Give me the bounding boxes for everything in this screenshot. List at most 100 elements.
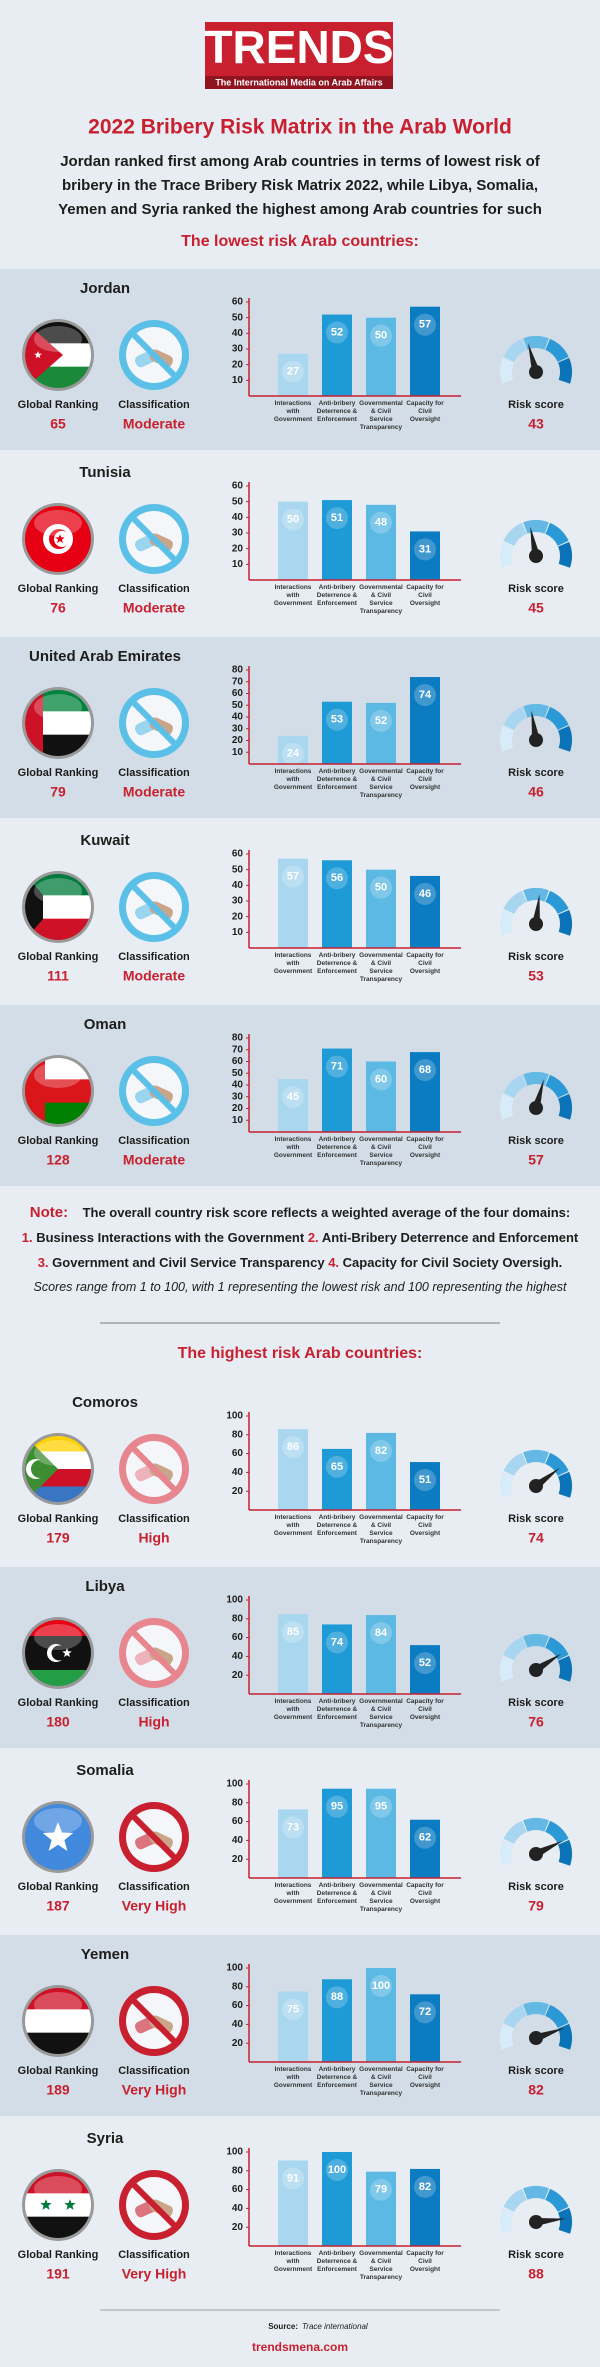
- x-tick-label: Governmental & Civil Service Transparenc…: [359, 584, 403, 615]
- y-tick-label: 30: [232, 528, 244, 539]
- y-tick-label: 80: [232, 665, 244, 676]
- y-tick-label: 10: [232, 747, 244, 758]
- bar: [410, 677, 440, 764]
- bar: [366, 702, 396, 764]
- item-number: 4.: [328, 1255, 340, 1270]
- gauge-segment: [503, 522, 527, 546]
- gauge-segment: [558, 357, 572, 384]
- label: Risk score: [508, 2249, 564, 2261]
- value-badge: [370, 709, 392, 732]
- gauge-segment: [500, 725, 514, 752]
- gauge-hub: [529, 2215, 543, 2229]
- flag-gloss: [34, 1808, 82, 1834]
- bar: [278, 1614, 308, 1694]
- y-tick-label: 100: [226, 1411, 243, 1422]
- value-label: 52: [419, 1657, 431, 1669]
- label: Risk score: [508, 1881, 564, 1893]
- risk-score: 45: [528, 600, 544, 616]
- flag-shape: [25, 690, 43, 756]
- value-label: 52: [331, 326, 343, 338]
- value-label: 45: [287, 1091, 299, 1103]
- bar: [322, 2152, 352, 2246]
- gauge-hub: [529, 1101, 543, 1115]
- flag: [22, 319, 94, 391]
- source: Trace international: [302, 2322, 368, 2331]
- category-box: Capacity for Civil Oversight: [406, 1514, 444, 1537]
- subtitle: Jordan ranked first among Arab countries…: [58, 153, 542, 226]
- x-tick-label: Anti-bribery Deterrence & Enforcement: [316, 2066, 358, 2089]
- y-tick-label: 20: [232, 1854, 244, 1865]
- y-tick-label: 10: [232, 1115, 244, 1126]
- category-box: Anti-bribery Deterrence & Enforcement: [316, 1136, 358, 1159]
- value-badge: [326, 708, 348, 731]
- gauge-hub: [529, 1847, 543, 1861]
- value-label: 31: [419, 543, 431, 555]
- classification-icon: [119, 688, 189, 758]
- gauge-segment: [523, 1072, 549, 1086]
- y-tick-label: 60: [232, 1816, 244, 1827]
- bar: [410, 1819, 440, 1878]
- flag-body: [25, 874, 91, 940]
- item-text: Government and Civil Service Transparenc…: [52, 1255, 325, 1270]
- category-box: Capacity for Civil Oversight: [406, 1698, 444, 1721]
- value-badge: [282, 1086, 304, 1109]
- y-tick-label: 40: [232, 1080, 244, 1091]
- country-name: Kuwait: [80, 832, 129, 849]
- gauge-needle: [532, 894, 540, 925]
- x-tick-label: Anti-bribery Deterrence & Enforcement: [316, 952, 358, 975]
- bar: [366, 1788, 396, 1878]
- category-box: Interactions with Government: [274, 2250, 312, 2273]
- value-badge: [326, 1455, 348, 1478]
- value-badge: [282, 865, 304, 888]
- x-tick-label: Governmental & Civil Service Transparenc…: [359, 1882, 403, 1913]
- value-label: 100: [328, 2164, 346, 2176]
- x-tick-label: Anti-bribery Deterrence & Enforcement: [316, 1136, 358, 1159]
- value-badge: [326, 2159, 348, 2181]
- country-name: Libya: [85, 1578, 125, 1595]
- flag-star: [42, 1822, 74, 1851]
- gauge-needle: [535, 2218, 566, 2226]
- flag-star: [55, 534, 65, 544]
- label: Classification: [118, 951, 190, 963]
- category-box: Interactions with Government: [273, 1698, 313, 1721]
- country-name: Jordan: [80, 280, 130, 297]
- flag-stripe: [25, 2009, 91, 2034]
- risk-score: 76: [528, 1714, 544, 1730]
- label: Classification: [118, 1697, 190, 1709]
- gauge-segment: [503, 890, 527, 914]
- y-tick-label: 100: [226, 1779, 243, 1790]
- y-tick-label: 30: [232, 1091, 244, 1102]
- value-label: 85: [287, 1626, 299, 1638]
- value-badge: [414, 1826, 436, 1849]
- label: Global Ranking: [18, 1513, 99, 1525]
- category-box: Governmental & Civil Service Transparenc…: [359, 400, 403, 431]
- y-tick-label: 60: [232, 2184, 244, 2195]
- bar: [322, 500, 352, 580]
- value-badge: [282, 360, 304, 383]
- category-box: Governmental & Civil Service Transparenc…: [359, 584, 403, 615]
- y-tick-label: 20: [232, 2038, 244, 2049]
- bar: [410, 1994, 440, 2062]
- label: Risk score: [508, 767, 564, 779]
- gauge-hub: [529, 1663, 543, 1677]
- y-tick-label: 60: [232, 2000, 244, 2011]
- label: Risk score: [508, 583, 564, 595]
- value-badge: [326, 1795, 348, 1818]
- value-label: 53: [331, 714, 343, 726]
- country-name: Yemen: [81, 1946, 129, 1963]
- value-badge: [282, 1436, 304, 1459]
- icon-slash: [131, 1068, 177, 1114]
- value-badge: [414, 313, 436, 336]
- y-tick-label: 50: [232, 496, 244, 507]
- x-tick-label: Interactions with Government: [273, 1698, 313, 1721]
- category-box: Anti-bribery Deterrence & Enforcement: [316, 952, 358, 975]
- category-box: Interactions with Government: [274, 584, 312, 607]
- y-tick-label: 20: [232, 1670, 244, 1681]
- value-label: 51: [419, 1474, 431, 1486]
- note-line: Note: The overall country risk score ref…: [15, 1200, 585, 1225]
- global-ranking: 79: [50, 784, 66, 800]
- flag-gloss: [34, 326, 82, 352]
- x-tick-label: Anti-bribery Deterrence & Enforcement: [316, 584, 358, 607]
- bar: [322, 860, 352, 948]
